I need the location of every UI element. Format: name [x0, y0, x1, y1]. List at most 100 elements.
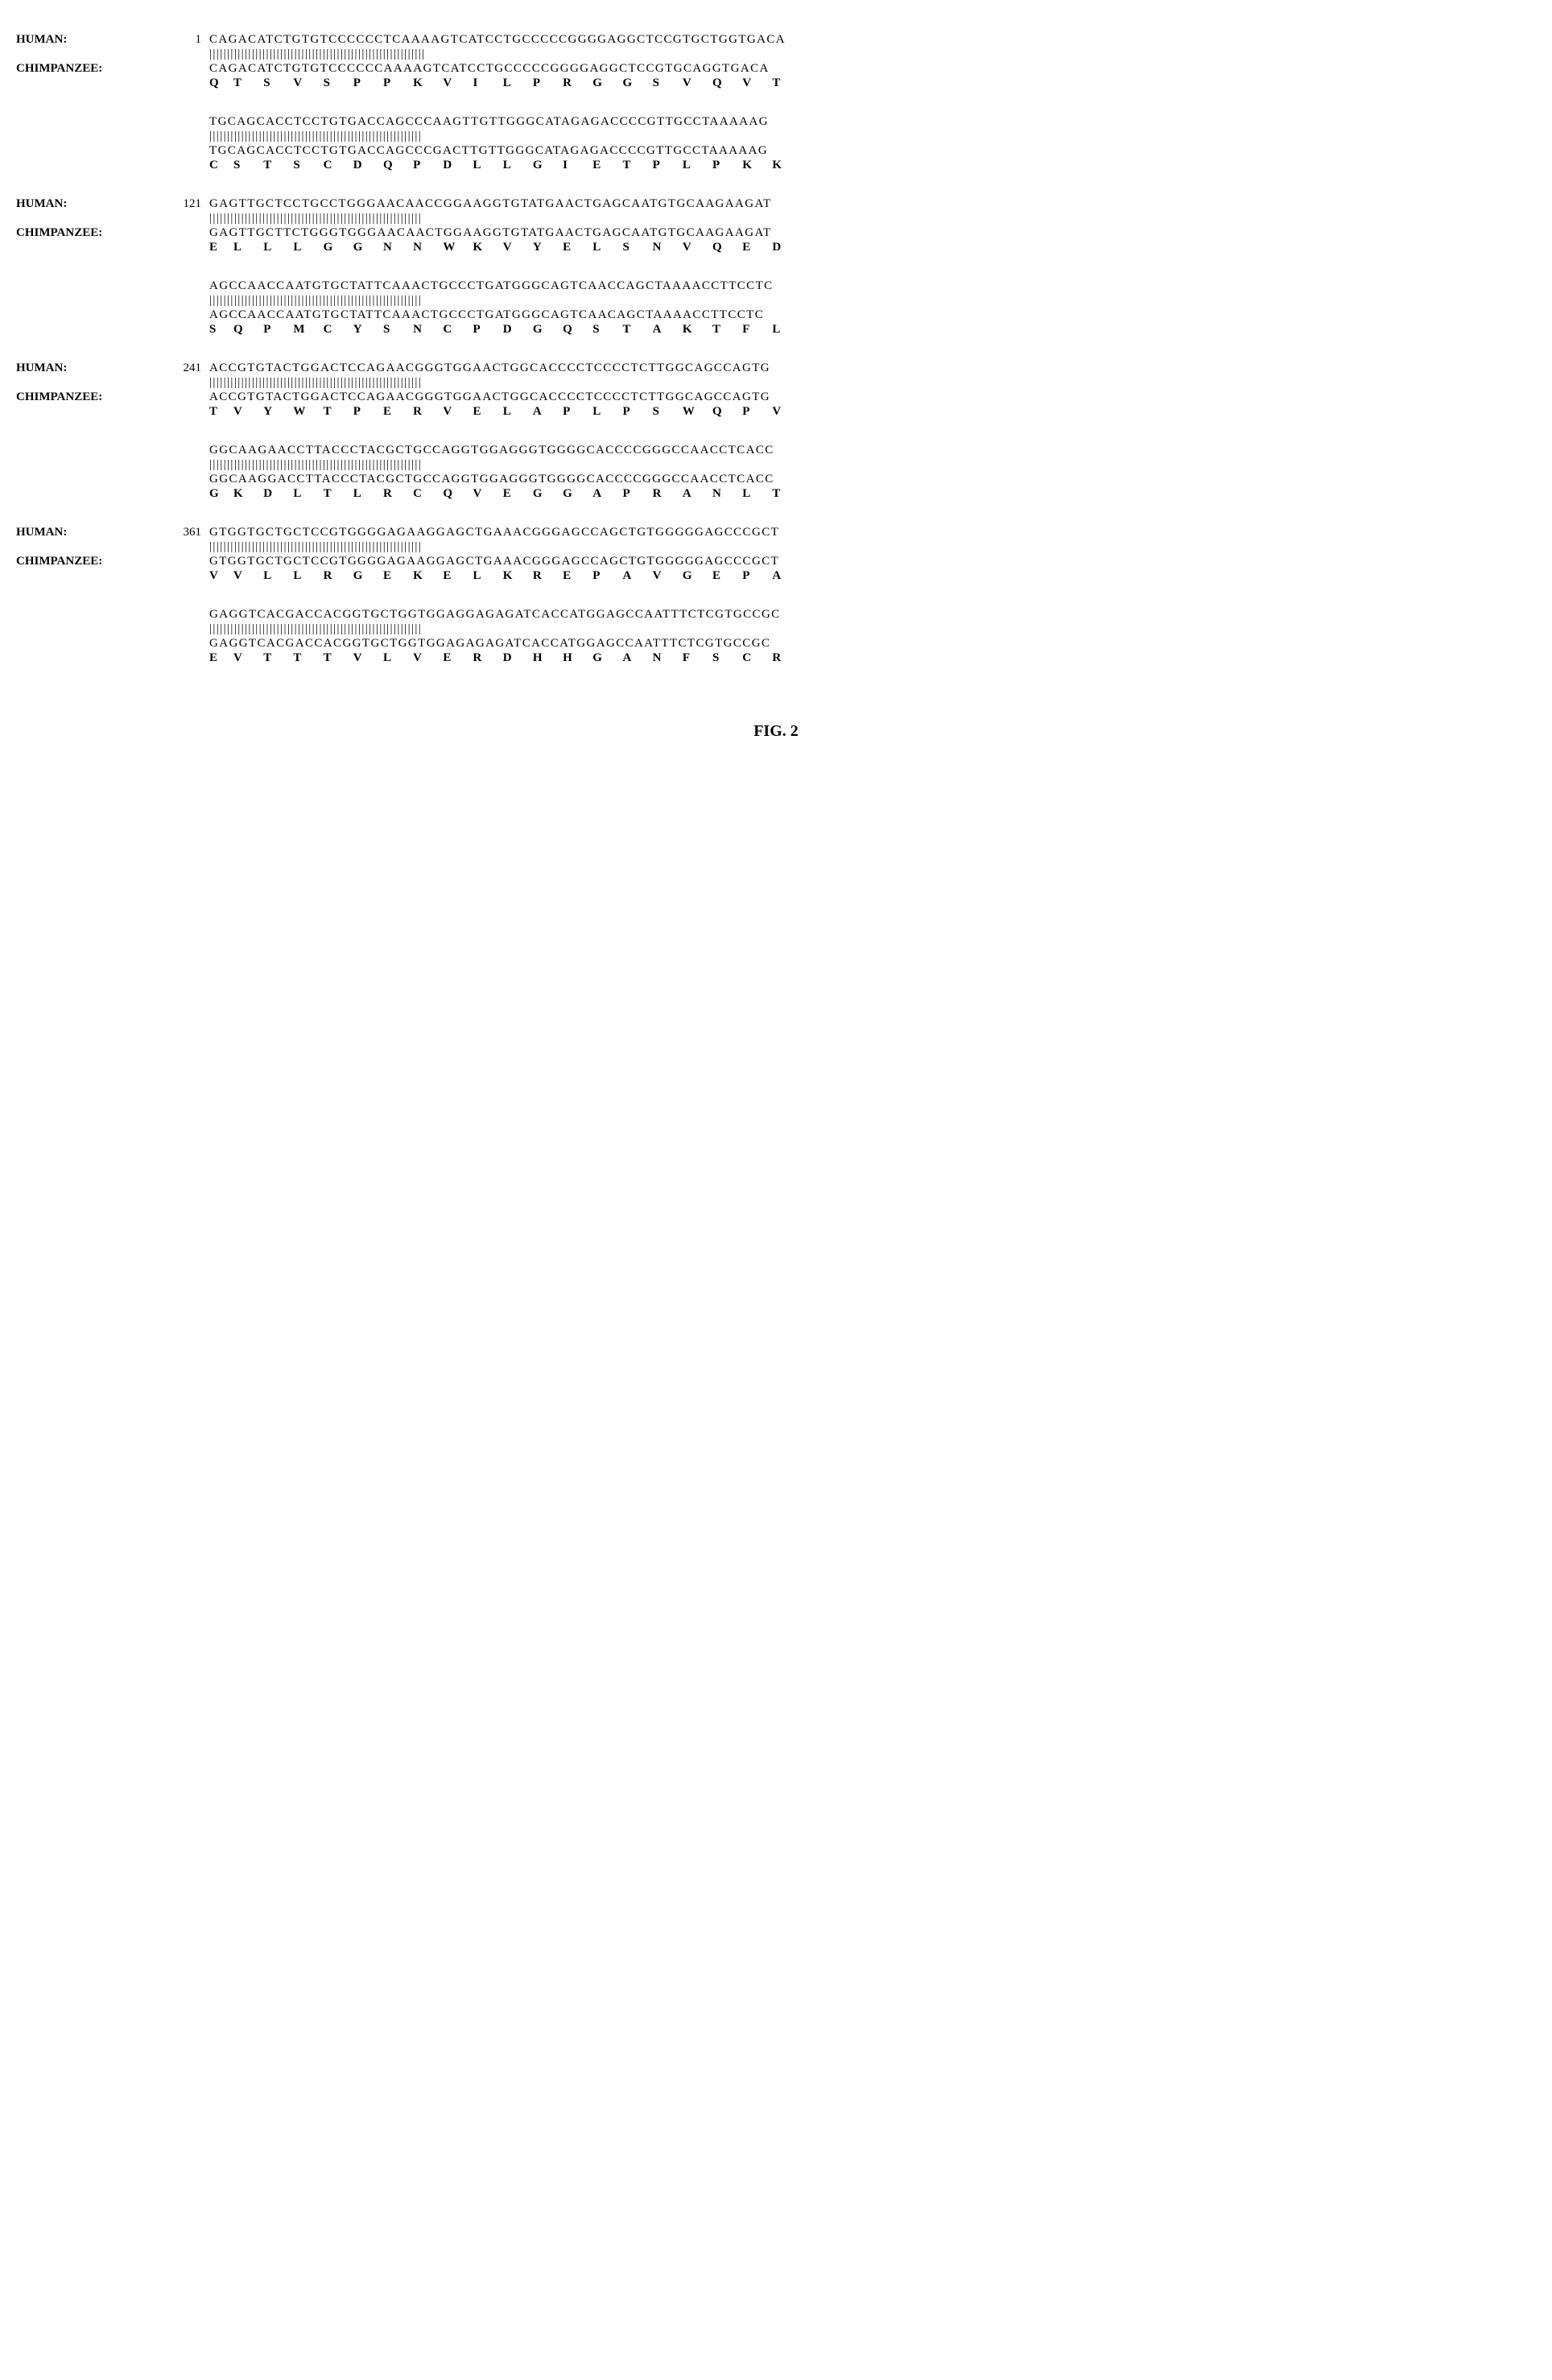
- chimp-sequence: GGCAAGGACCTTACCCTACGCTGCCAGGTGGAGGGTGGGG…: [209, 472, 1536, 486]
- aa-char: N: [712, 486, 742, 501]
- aa-char: Y: [263, 404, 293, 419]
- aa-char: D: [503, 322, 533, 337]
- aa-char: L: [683, 158, 712, 172]
- position-number: 361: [161, 525, 201, 539]
- species-labels: HUMAN:CHIMPANZEE:: [16, 361, 161, 419]
- aa-char: V: [473, 486, 503, 501]
- blank-label: [16, 47, 161, 61]
- aa-char: C: [324, 158, 353, 172]
- match-line: ||||||||||||||||||||||||||||||||||||||||…: [209, 293, 1536, 308]
- aa-char: Y: [353, 322, 383, 337]
- aa-char: K: [683, 322, 712, 337]
- aa-char: V: [443, 404, 473, 419]
- aa-char: L: [503, 404, 533, 419]
- species-labels: HUMAN: CHIMPANZEE:: [16, 32, 161, 90]
- aa-char: V: [443, 76, 473, 90]
- aa-char: K: [233, 486, 263, 501]
- human-sequence: GAGGTCACGACCACGGTGCTGGTGGAGGAGAGATCACCAT…: [209, 607, 1536, 622]
- aa-char: D: [503, 651, 533, 665]
- aa-char: P: [712, 158, 742, 172]
- aa-char: R: [383, 486, 413, 501]
- aa-char: N: [413, 240, 443, 254]
- aa-char: T: [324, 486, 353, 501]
- aa-char: V: [742, 76, 772, 90]
- aa-char: S: [622, 240, 652, 254]
- aa-char: A: [622, 651, 652, 665]
- aa-char: V: [413, 651, 443, 665]
- aa-char: E: [209, 651, 233, 665]
- aa-char: A: [653, 322, 683, 337]
- amino-acid-row: ELLLGGNNWKVYELSNVQED: [209, 240, 1536, 254]
- sequence-column: GGCAAGAACCTTACCCTACGCTGCCAGGTGGAGGGTGGGG…: [209, 443, 1536, 501]
- aa-char: P: [533, 76, 563, 90]
- amino-acid-row: EVTTTVLVERDHHGANFSCR: [209, 651, 1536, 665]
- chimp-sequence: CAGACATCTGTGTCCCCCCAAAAGTCATCCTGCCCCCGGG…: [209, 61, 1536, 76]
- aa-char: G: [533, 486, 563, 501]
- aa-char: G: [592, 651, 622, 665]
- aa-char: N: [413, 322, 443, 337]
- human-label: HUMAN:: [16, 361, 161, 375]
- aa-char: T: [324, 404, 353, 419]
- aa-char: S: [592, 322, 622, 337]
- amino-acid-row: QTSVSPPKVILPRGGSVQVT: [209, 76, 1536, 90]
- aa-char: G: [533, 158, 563, 172]
- aa-char: T: [772, 76, 802, 90]
- chimp-sequence: GAGGTCACGACCACGGTGCTGGTGGAGAGAGATCACCATG…: [209, 636, 1536, 651]
- aa-char: L: [742, 486, 772, 501]
- aa-char: P: [353, 76, 383, 90]
- aa-char: L: [383, 651, 413, 665]
- aa-char: L: [473, 158, 503, 172]
- species-labels: [16, 114, 161, 172]
- aa-char: N: [653, 651, 683, 665]
- position-number: 121: [161, 196, 201, 211]
- aa-char: G: [353, 240, 383, 254]
- aa-char: F: [742, 322, 772, 337]
- human-sequence: GTGGTGCTGCTCCGTGGGGAGAAGGAGCTGAAACGGGAGC…: [209, 525, 1536, 539]
- aa-char: H: [563, 651, 592, 665]
- chimp-sequence: AGCCAACCAATGTGCTATTCAAACTGCCCTGATGGGCAGT…: [209, 308, 1536, 322]
- aa-char: Q: [443, 486, 473, 501]
- aa-char: C: [324, 322, 353, 337]
- aa-char: V: [503, 240, 533, 254]
- aa-char: G: [563, 486, 592, 501]
- aa-char: R: [653, 486, 683, 501]
- aa-char: R: [324, 568, 353, 583]
- aa-char: L: [353, 486, 383, 501]
- aa-char: F: [683, 651, 712, 665]
- species-labels: [16, 607, 161, 665]
- sequence-column: ACCGTGTACTGGACTCCAGAACGGGTGGAACTGGCACCCC…: [209, 361, 1536, 419]
- aa-char: T: [209, 404, 233, 419]
- amino-acid-row: TVYWTPERVELAPLPSWQPV: [209, 404, 1536, 419]
- aa-char: Q: [712, 404, 742, 419]
- aa-char: S: [233, 158, 263, 172]
- aa-char: T: [324, 651, 353, 665]
- sequence-column: GAGTTGCTCCTGCCTGGGAACAACCGGAAGGTGTATGAAC…: [209, 196, 1536, 254]
- aa-char: R: [533, 568, 563, 583]
- aa-char: L: [233, 240, 263, 254]
- aa-char: V: [233, 651, 263, 665]
- human-label: HUMAN:: [16, 32, 161, 47]
- alignment-block: TGCAGCACCTCCTGTGACCAGCCCAAGTTGTTGGGCATAG…: [16, 114, 1536, 172]
- alignment-block: GGCAAGAACCTTACCCTACGCTGCCAGGTGGAGGGTGGGG…: [16, 443, 1536, 501]
- aa-char: Q: [209, 76, 233, 90]
- aa-char: V: [233, 568, 263, 583]
- aa-char: P: [622, 404, 652, 419]
- aa-char: D: [443, 158, 473, 172]
- aa-char: S: [293, 158, 323, 172]
- amino-acid-row: GKDLTLRCQVEGGAPRANLT: [209, 486, 1536, 501]
- aa-char: L: [293, 568, 323, 583]
- aa-char: L: [263, 240, 293, 254]
- aa-char: Q: [712, 240, 742, 254]
- aa-char: P: [742, 568, 772, 583]
- position-column: [161, 279, 209, 337]
- match-line: ||||||||||||||||||||||||||||||||||||||||…: [209, 622, 1536, 636]
- chimp-label: CHIMPANZEE:: [16, 61, 161, 76]
- aa-char: W: [683, 404, 712, 419]
- aa-char: K: [742, 158, 772, 172]
- aa-char: P: [263, 322, 293, 337]
- aa-char: S: [712, 651, 742, 665]
- aa-char: Q: [383, 158, 413, 172]
- alignment-block: HUMAN:CHIMPANZEE:241ACCGTGTACTGGACTCCAGA…: [16, 361, 1536, 419]
- aa-char: G: [324, 240, 353, 254]
- position-column: 1: [161, 32, 209, 90]
